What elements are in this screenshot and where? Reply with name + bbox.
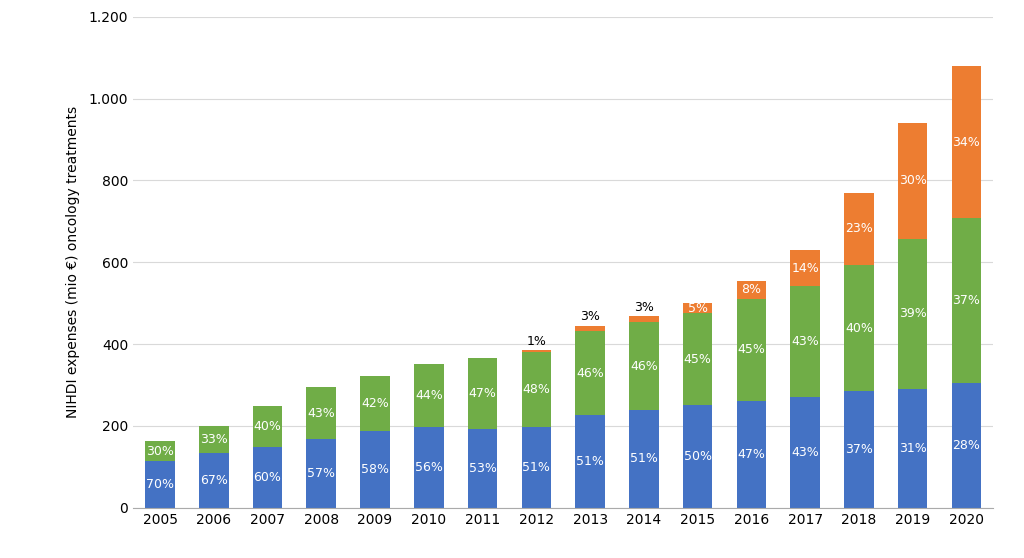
- Bar: [521, 352, 551, 427]
- Text: 60%: 60%: [254, 471, 282, 484]
- Bar: [898, 123, 928, 238]
- Text: 14%: 14%: [792, 262, 819, 275]
- Bar: [951, 218, 981, 383]
- Bar: [306, 439, 336, 508]
- Bar: [791, 397, 820, 508]
- Bar: [360, 431, 390, 508]
- Text: 47%: 47%: [469, 387, 497, 400]
- Bar: [414, 364, 443, 427]
- Text: 48%: 48%: [522, 383, 550, 396]
- Text: 34%: 34%: [952, 136, 980, 148]
- Text: 45%: 45%: [737, 343, 765, 357]
- Text: 56%: 56%: [415, 461, 442, 474]
- Bar: [360, 376, 390, 431]
- Bar: [629, 316, 658, 322]
- Bar: [575, 331, 605, 415]
- Text: 51%: 51%: [577, 455, 604, 468]
- Text: 8%: 8%: [741, 283, 762, 296]
- Bar: [844, 391, 873, 508]
- Bar: [629, 322, 658, 410]
- Text: 23%: 23%: [845, 223, 872, 235]
- Text: 50%: 50%: [684, 450, 712, 463]
- Text: 43%: 43%: [307, 407, 335, 420]
- Text: 44%: 44%: [415, 389, 442, 402]
- Text: 70%: 70%: [146, 478, 174, 491]
- Text: 40%: 40%: [845, 321, 872, 335]
- Bar: [683, 406, 713, 508]
- Bar: [575, 415, 605, 508]
- Text: 3%: 3%: [634, 301, 653, 314]
- Text: 45%: 45%: [684, 353, 712, 366]
- Text: 37%: 37%: [845, 443, 872, 456]
- Text: 37%: 37%: [952, 294, 980, 307]
- Text: 43%: 43%: [792, 335, 819, 348]
- Text: 57%: 57%: [307, 467, 335, 480]
- Text: 33%: 33%: [200, 433, 227, 446]
- Bar: [951, 383, 981, 508]
- Bar: [683, 314, 713, 406]
- Text: 30%: 30%: [899, 174, 927, 187]
- Bar: [521, 427, 551, 508]
- Text: 46%: 46%: [630, 359, 657, 373]
- Text: 3%: 3%: [581, 310, 600, 323]
- Bar: [253, 447, 283, 508]
- Text: 58%: 58%: [361, 463, 389, 476]
- Text: 28%: 28%: [952, 439, 980, 452]
- Bar: [199, 453, 228, 508]
- Bar: [898, 238, 928, 388]
- Bar: [898, 388, 928, 508]
- Bar: [414, 427, 443, 508]
- Bar: [521, 350, 551, 352]
- Bar: [791, 250, 820, 286]
- Bar: [736, 281, 766, 299]
- Text: 53%: 53%: [469, 461, 497, 475]
- Text: 43%: 43%: [792, 446, 819, 459]
- Text: 67%: 67%: [200, 474, 227, 487]
- Bar: [736, 299, 766, 401]
- Text: 42%: 42%: [361, 397, 389, 410]
- Bar: [468, 358, 498, 429]
- Bar: [844, 193, 873, 265]
- Bar: [145, 461, 175, 508]
- Bar: [468, 429, 498, 508]
- Text: 31%: 31%: [899, 442, 927, 455]
- Bar: [306, 387, 336, 439]
- Bar: [736, 401, 766, 508]
- Bar: [951, 66, 981, 218]
- Text: 51%: 51%: [630, 453, 657, 465]
- Text: 46%: 46%: [577, 367, 604, 379]
- Bar: [629, 410, 658, 508]
- Text: 1%: 1%: [526, 335, 546, 348]
- Text: 47%: 47%: [737, 448, 765, 461]
- Text: 30%: 30%: [146, 445, 174, 458]
- Bar: [145, 441, 175, 461]
- Bar: [575, 326, 605, 331]
- Bar: [844, 265, 873, 391]
- Text: 51%: 51%: [522, 461, 550, 474]
- Bar: [199, 426, 228, 453]
- Bar: [683, 303, 713, 314]
- Text: 5%: 5%: [687, 302, 708, 315]
- Text: 40%: 40%: [254, 420, 282, 433]
- Bar: [253, 406, 283, 447]
- Y-axis label: NIHDI expenses (mio €) oncology treatments: NIHDI expenses (mio €) oncology treatmen…: [67, 106, 81, 418]
- Text: 39%: 39%: [899, 307, 927, 320]
- Bar: [791, 286, 820, 397]
